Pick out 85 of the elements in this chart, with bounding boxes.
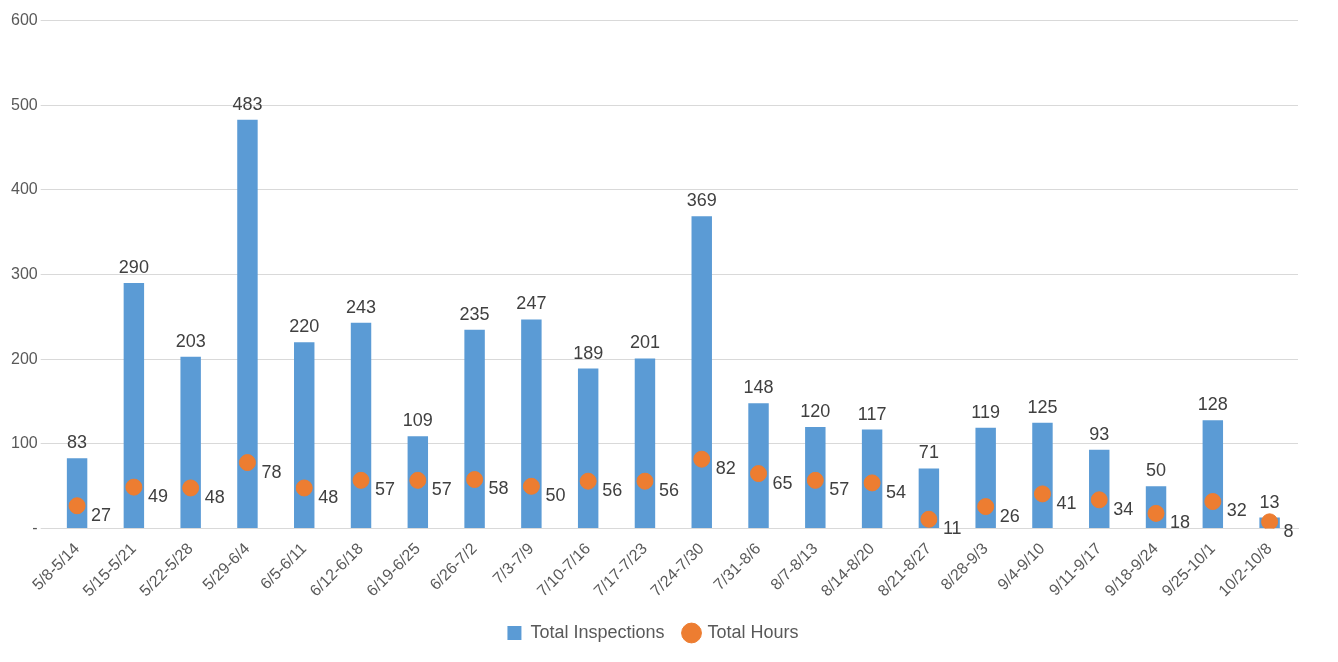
legend-label: Total Hours [707, 621, 799, 642]
y-tick-label: 600 [10, 11, 38, 29]
bar [180, 356, 201, 529]
bar [464, 329, 485, 529]
data-label: 13 [1259, 491, 1280, 512]
y-tick-label: 300 [10, 265, 38, 283]
y-tick-label: - [32, 519, 38, 537]
point [693, 450, 711, 468]
data-label: 220 [289, 316, 320, 337]
bar [577, 368, 599, 529]
point [579, 472, 597, 490]
point [352, 471, 370, 489]
data-label: 235 [459, 303, 490, 324]
data-label: 83 [67, 432, 88, 453]
point [1033, 485, 1051, 503]
data-label: 290 [118, 257, 149, 278]
bar [634, 358, 656, 529]
data-label: 48 [318, 486, 339, 507]
bar [521, 319, 542, 529]
data-label: 57 [375, 479, 396, 500]
point [295, 479, 313, 497]
point [182, 479, 200, 497]
point [238, 454, 256, 472]
bar [350, 322, 372, 529]
data-label: 50 [1146, 460, 1167, 481]
data-label: 65 [772, 472, 793, 493]
data-label: 189 [573, 342, 604, 363]
data-label: 11 [942, 518, 962, 539]
y-tick-label: 400 [10, 180, 38, 198]
bar [748, 403, 769, 529]
point [409, 471, 427, 489]
data-label: 32 [1226, 500, 1247, 521]
data-label: 8 [1283, 520, 1294, 541]
data-label: 201 [629, 332, 660, 353]
bar [294, 342, 315, 529]
data-label: 369 [686, 190, 717, 211]
point [125, 478, 143, 496]
data-label: 247 [516, 293, 547, 314]
data-label: 483 [232, 93, 263, 114]
bar [237, 119, 258, 529]
point [977, 498, 995, 516]
point [1204, 493, 1222, 511]
data-label: 34 [1113, 498, 1134, 519]
data-label: 128 [1197, 394, 1228, 415]
data-label: 56 [602, 480, 623, 501]
point [68, 497, 86, 515]
point [636, 472, 654, 490]
legend-label: Total Inspections [530, 621, 665, 642]
data-label: 26 [999, 505, 1020, 526]
data-label: 148 [743, 377, 774, 398]
point [466, 471, 484, 489]
data-label: 93 [1089, 423, 1110, 444]
data-label: 82 [715, 458, 736, 479]
data-label: 57 [431, 479, 452, 500]
data-label: 18 [1170, 512, 1191, 533]
data-label: 71 [918, 442, 939, 463]
data-label: 57 [829, 479, 850, 500]
data-label: 54 [886, 481, 907, 502]
data-label: 203 [175, 330, 206, 351]
data-label: 27 [91, 504, 112, 525]
data-label: 243 [346, 296, 377, 317]
y-tick-label: 100 [10, 434, 38, 452]
y-tick-label: 500 [10, 95, 38, 113]
data-label: 109 [402, 410, 433, 431]
data-label: 56 [658, 480, 679, 501]
point [522, 477, 540, 495]
data-label: 41 [1056, 492, 1077, 513]
data-label: 117 [857, 403, 887, 424]
data-label: 50 [545, 485, 566, 506]
point [863, 474, 881, 492]
data-label: 119 [971, 401, 1001, 422]
point [750, 465, 768, 483]
data-label: 48 [204, 486, 225, 507]
bar [691, 216, 712, 529]
point [806, 471, 824, 489]
data-label: 120 [800, 400, 831, 421]
data-label: 58 [488, 478, 509, 499]
data-label: 78 [261, 461, 282, 482]
point [1090, 491, 1108, 509]
data-label: 49 [147, 486, 168, 507]
point [1261, 513, 1279, 529]
point [920, 510, 938, 528]
bar [123, 283, 145, 529]
data-label: 125 [1027, 396, 1058, 417]
y-tick-label: 200 [10, 349, 38, 367]
